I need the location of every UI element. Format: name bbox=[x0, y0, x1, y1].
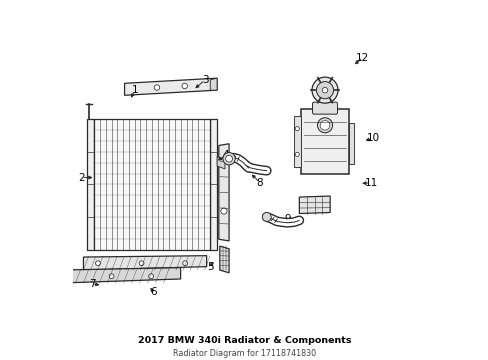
Circle shape bbox=[109, 274, 114, 279]
Circle shape bbox=[182, 83, 187, 89]
Text: 2: 2 bbox=[78, 172, 85, 183]
Circle shape bbox=[95, 261, 100, 266]
Circle shape bbox=[148, 274, 153, 279]
Polygon shape bbox=[210, 78, 217, 90]
Polygon shape bbox=[301, 109, 348, 174]
Circle shape bbox=[67, 274, 72, 279]
Text: 7: 7 bbox=[88, 279, 95, 289]
Text: 8: 8 bbox=[256, 178, 263, 188]
Circle shape bbox=[139, 261, 143, 266]
Circle shape bbox=[320, 121, 329, 130]
Polygon shape bbox=[217, 157, 224, 169]
Text: 5: 5 bbox=[206, 262, 213, 272]
Circle shape bbox=[316, 82, 333, 99]
Text: 2017 BMW 340i Radiator & Components: 2017 BMW 340i Radiator & Components bbox=[138, 336, 350, 345]
Circle shape bbox=[183, 261, 187, 266]
Circle shape bbox=[225, 155, 232, 162]
Circle shape bbox=[223, 153, 235, 165]
Polygon shape bbox=[293, 116, 301, 167]
Polygon shape bbox=[94, 119, 209, 249]
Polygon shape bbox=[87, 119, 94, 249]
Circle shape bbox=[262, 212, 271, 221]
Text: 3: 3 bbox=[202, 75, 208, 85]
Polygon shape bbox=[220, 246, 228, 273]
Text: 9: 9 bbox=[284, 214, 290, 224]
Circle shape bbox=[311, 77, 337, 103]
Text: 6: 6 bbox=[150, 287, 157, 297]
Polygon shape bbox=[124, 78, 217, 95]
Circle shape bbox=[221, 208, 226, 214]
Polygon shape bbox=[218, 144, 228, 241]
Circle shape bbox=[317, 118, 332, 133]
Polygon shape bbox=[299, 196, 329, 213]
Polygon shape bbox=[348, 123, 353, 164]
Polygon shape bbox=[60, 268, 180, 283]
Circle shape bbox=[154, 85, 160, 90]
Text: 11: 11 bbox=[364, 178, 377, 188]
Text: 4: 4 bbox=[222, 150, 228, 160]
FancyBboxPatch shape bbox=[312, 102, 337, 114]
Text: Radiator Diagram for 17118741830: Radiator Diagram for 17118741830 bbox=[173, 349, 315, 358]
Text: 10: 10 bbox=[366, 133, 379, 143]
Polygon shape bbox=[83, 256, 206, 270]
Polygon shape bbox=[209, 119, 217, 249]
Circle shape bbox=[295, 127, 299, 131]
Text: 1: 1 bbox=[131, 85, 138, 95]
Circle shape bbox=[295, 152, 299, 157]
Text: 12: 12 bbox=[355, 53, 368, 63]
Circle shape bbox=[322, 87, 327, 93]
